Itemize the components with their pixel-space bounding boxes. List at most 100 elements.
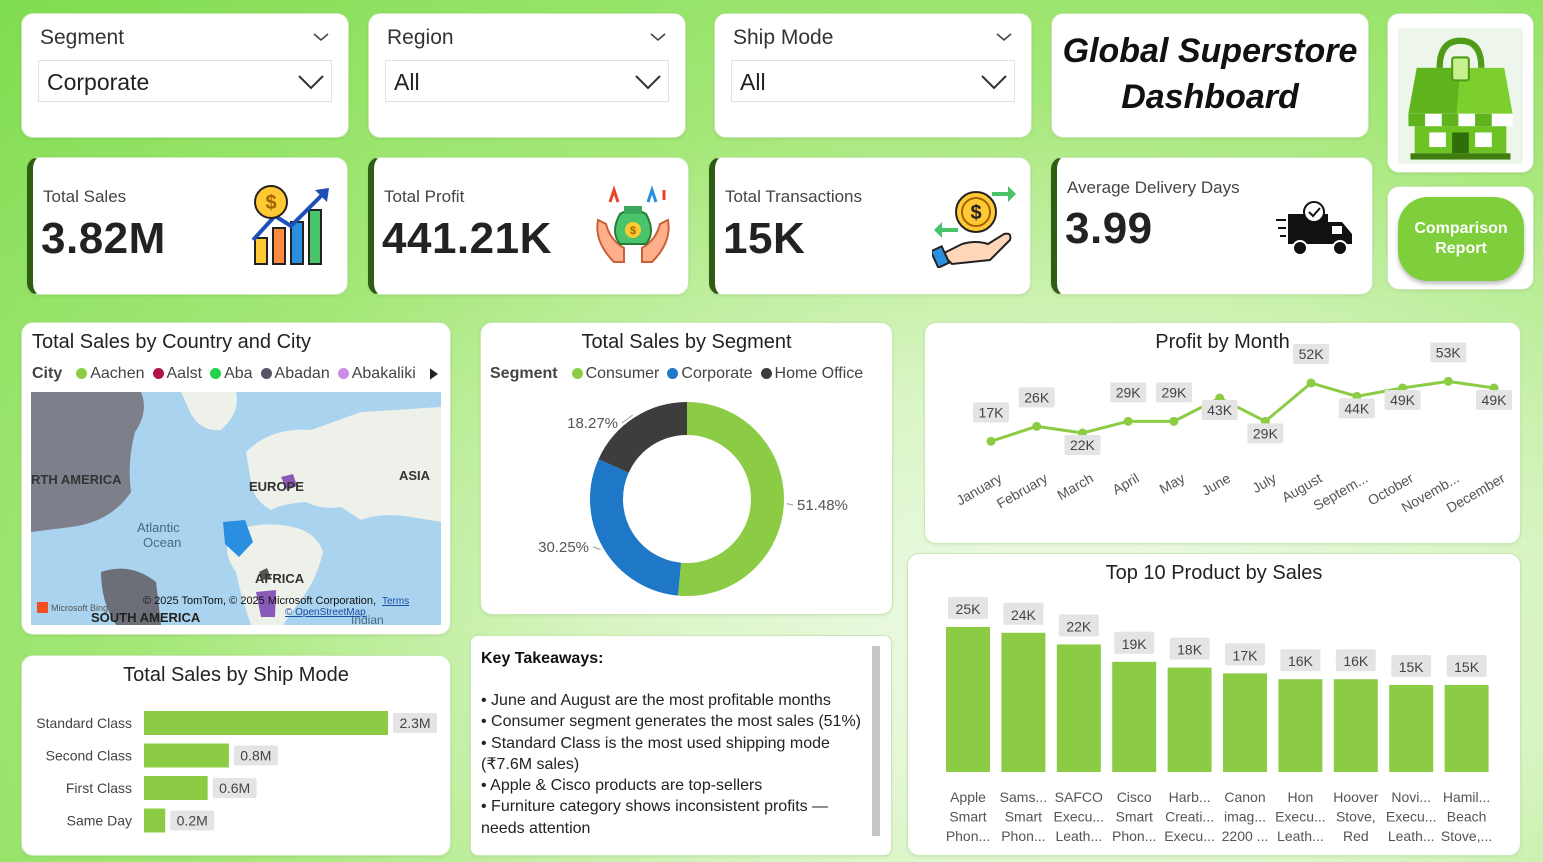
segment-legend-item[interactable]: Corporate [681,365,753,382]
profit-point[interactable] [1032,421,1042,431]
product-category-label: Novi... [1391,789,1431,805]
map-label-asia: ASIA [399,468,431,483]
kpi-total-sales-value: 3.82M [41,214,166,263]
chevron-down-icon[interactable] [995,28,1013,46]
product-bar[interactable] [1167,667,1212,772]
map-legend-item[interactable]: Aalst [166,365,203,382]
map-legend-item[interactable]: Abadan [274,365,330,382]
product-label-bg [1003,602,1044,625]
product-bar[interactable] [1056,644,1101,772]
ship-bar[interactable] [144,776,208,800]
product-category-label: imag... [1224,809,1266,825]
takeaway-line: • Consumer segment generates the most sa… [481,713,861,731]
product-category-label: Execu... [1164,828,1215,844]
product-bar[interactable] [1389,685,1434,772]
map-legend-item[interactable]: Aba [224,365,253,382]
product-category-label: Apple [950,789,986,805]
profit-label-bg [1247,423,1284,444]
top-products-chart: Top 10 Product by Sales 25K Apple Smart Pho… [907,553,1521,856]
chevron-down-icon [635,75,661,90]
product-category-label: Stove,... [1441,828,1492,844]
map-osm-link[interactable]: © OpenStreetMap [285,607,366,618]
profit-data-label: 49K [1390,392,1416,408]
product-bar[interactable] [1112,661,1157,772]
ship-chart-title: Total Sales by Ship Mode [123,664,349,686]
takeaway-line: needs attention [481,819,591,837]
product-bar[interactable] [1333,679,1378,772]
profit-point[interactable] [1443,376,1453,386]
ship-mode-slicer: Ship Mode All [714,13,1032,138]
map-legend-item[interactable]: Abakaliki [351,365,416,382]
products-bar-chart[interactable]: 25K Apple Smart Phon... 24K Sams... Smart Phon.… [908,554,1522,857]
map-attribution: © 2025 TomTom, © 2025 Microsoft Corporat… [143,595,376,607]
product-category-label: Harb... [1169,789,1211,805]
ship-bar-chart[interactable]: Standard Class 2.3M Second Class 0.8M First … [22,696,452,856]
map-terms-link[interactable]: Terms [382,596,409,607]
donut-slice-corporate[interactable] [590,459,682,596]
product-bar[interactable] [946,627,990,772]
product-category-label: Sams... [1000,789,1047,805]
product-category-label: Phon... [1112,828,1156,844]
takeaway-line: • Apple & Cisco products are top-sellers [481,777,763,795]
money-bag-hands-icon: $ [596,185,670,263]
profit-point[interactable] [1306,378,1316,388]
region-dropdown[interactable]: All [385,60,669,102]
chevron-down-icon[interactable] [312,28,330,46]
product-category-label: Red [1343,828,1369,844]
map-legend-dot [152,368,164,379]
takeaways-title: Key Takeaways: [481,650,604,667]
profit-data-label: 53K [1436,344,1462,360]
product-label-bg [948,597,988,619]
product-bar[interactable] [1278,679,1323,772]
svg-text:$: $ [630,225,636,237]
donut-leader-line [592,546,601,550]
africa-highlight [223,520,253,557]
svg-text:$: $ [265,192,276,214]
map-canvas[interactable]: RTH AMERICA EUROPE ASIA Atlantic Ocean A… [31,392,441,625]
map-legend-item[interactable]: Aachen [90,365,145,382]
segment-dropdown[interactable]: Corporate [38,60,332,102]
segment-chart-title: Total Sales by Segment [581,331,792,353]
donut-slice-home-office[interactable] [598,402,688,474]
profit-label-bg [1018,387,1055,408]
product-data-label: 18K [1177,642,1203,658]
profit-data-label: 44K [1344,400,1370,416]
donut-leader-line [621,414,634,424]
product-category-label: Phon... [946,828,990,844]
greenland-region [181,392,237,431]
kpi-total-transactions: Total Transactions 15K $ [709,157,1031,295]
product-category-label: Smart [1116,809,1153,825]
segment-legend-title: Segment [490,365,558,382]
comparison-report-button[interactable]: Comparison Report [1398,197,1524,281]
product-label-bg [1391,655,1432,677]
ship-label-bg [233,745,278,766]
segment-chart: Total Sales by Segment Segment Consumer Co… [480,322,893,615]
ship-mode-dropdown[interactable]: All [731,60,1015,102]
profit-point[interactable] [986,436,996,446]
segment-legend-dot [667,368,679,379]
profit-point[interactable] [1169,416,1179,426]
profit-data-label: 22K [1070,437,1096,453]
product-bar[interactable] [1444,685,1489,772]
ship-bar[interactable] [144,808,166,833]
segment-legend-item[interactable]: Consumer [585,365,660,382]
profit-line [990,379,1495,443]
map-label-north-america: RTH AMERICA [31,472,122,487]
profit-line-chart[interactable]: 17KJanuary26KFebruary22KMarch29KApril29K… [925,323,1522,545]
takeaways-scrollbar[interactable] [872,646,880,836]
chevron-down-icon [981,75,1007,90]
chevron-down-icon[interactable] [649,28,667,46]
ship-bar[interactable] [144,711,388,735]
ship-mode-chart: Total Sales by Ship Mode Standard Class 2… [21,655,451,856]
profit-month-chart: Profit by Month 17K January 26K February 22K… [924,322,1521,544]
segment-donut[interactable]: 51.48% 30.25% 18.27% [481,393,894,613]
product-bar[interactable] [1223,673,1267,772]
product-bar[interactable] [1001,632,1046,772]
transaction-exchange-icon: $ [932,186,1016,268]
donut-slice-consumer[interactable] [678,402,784,596]
profit-point[interactable] [1123,416,1133,426]
legend-next-arrow-icon[interactable] [430,368,438,380]
segment-legend-item[interactable]: Home Office [774,365,864,382]
europe-highlight [281,474,297,490]
ship-bar[interactable] [144,743,229,768]
